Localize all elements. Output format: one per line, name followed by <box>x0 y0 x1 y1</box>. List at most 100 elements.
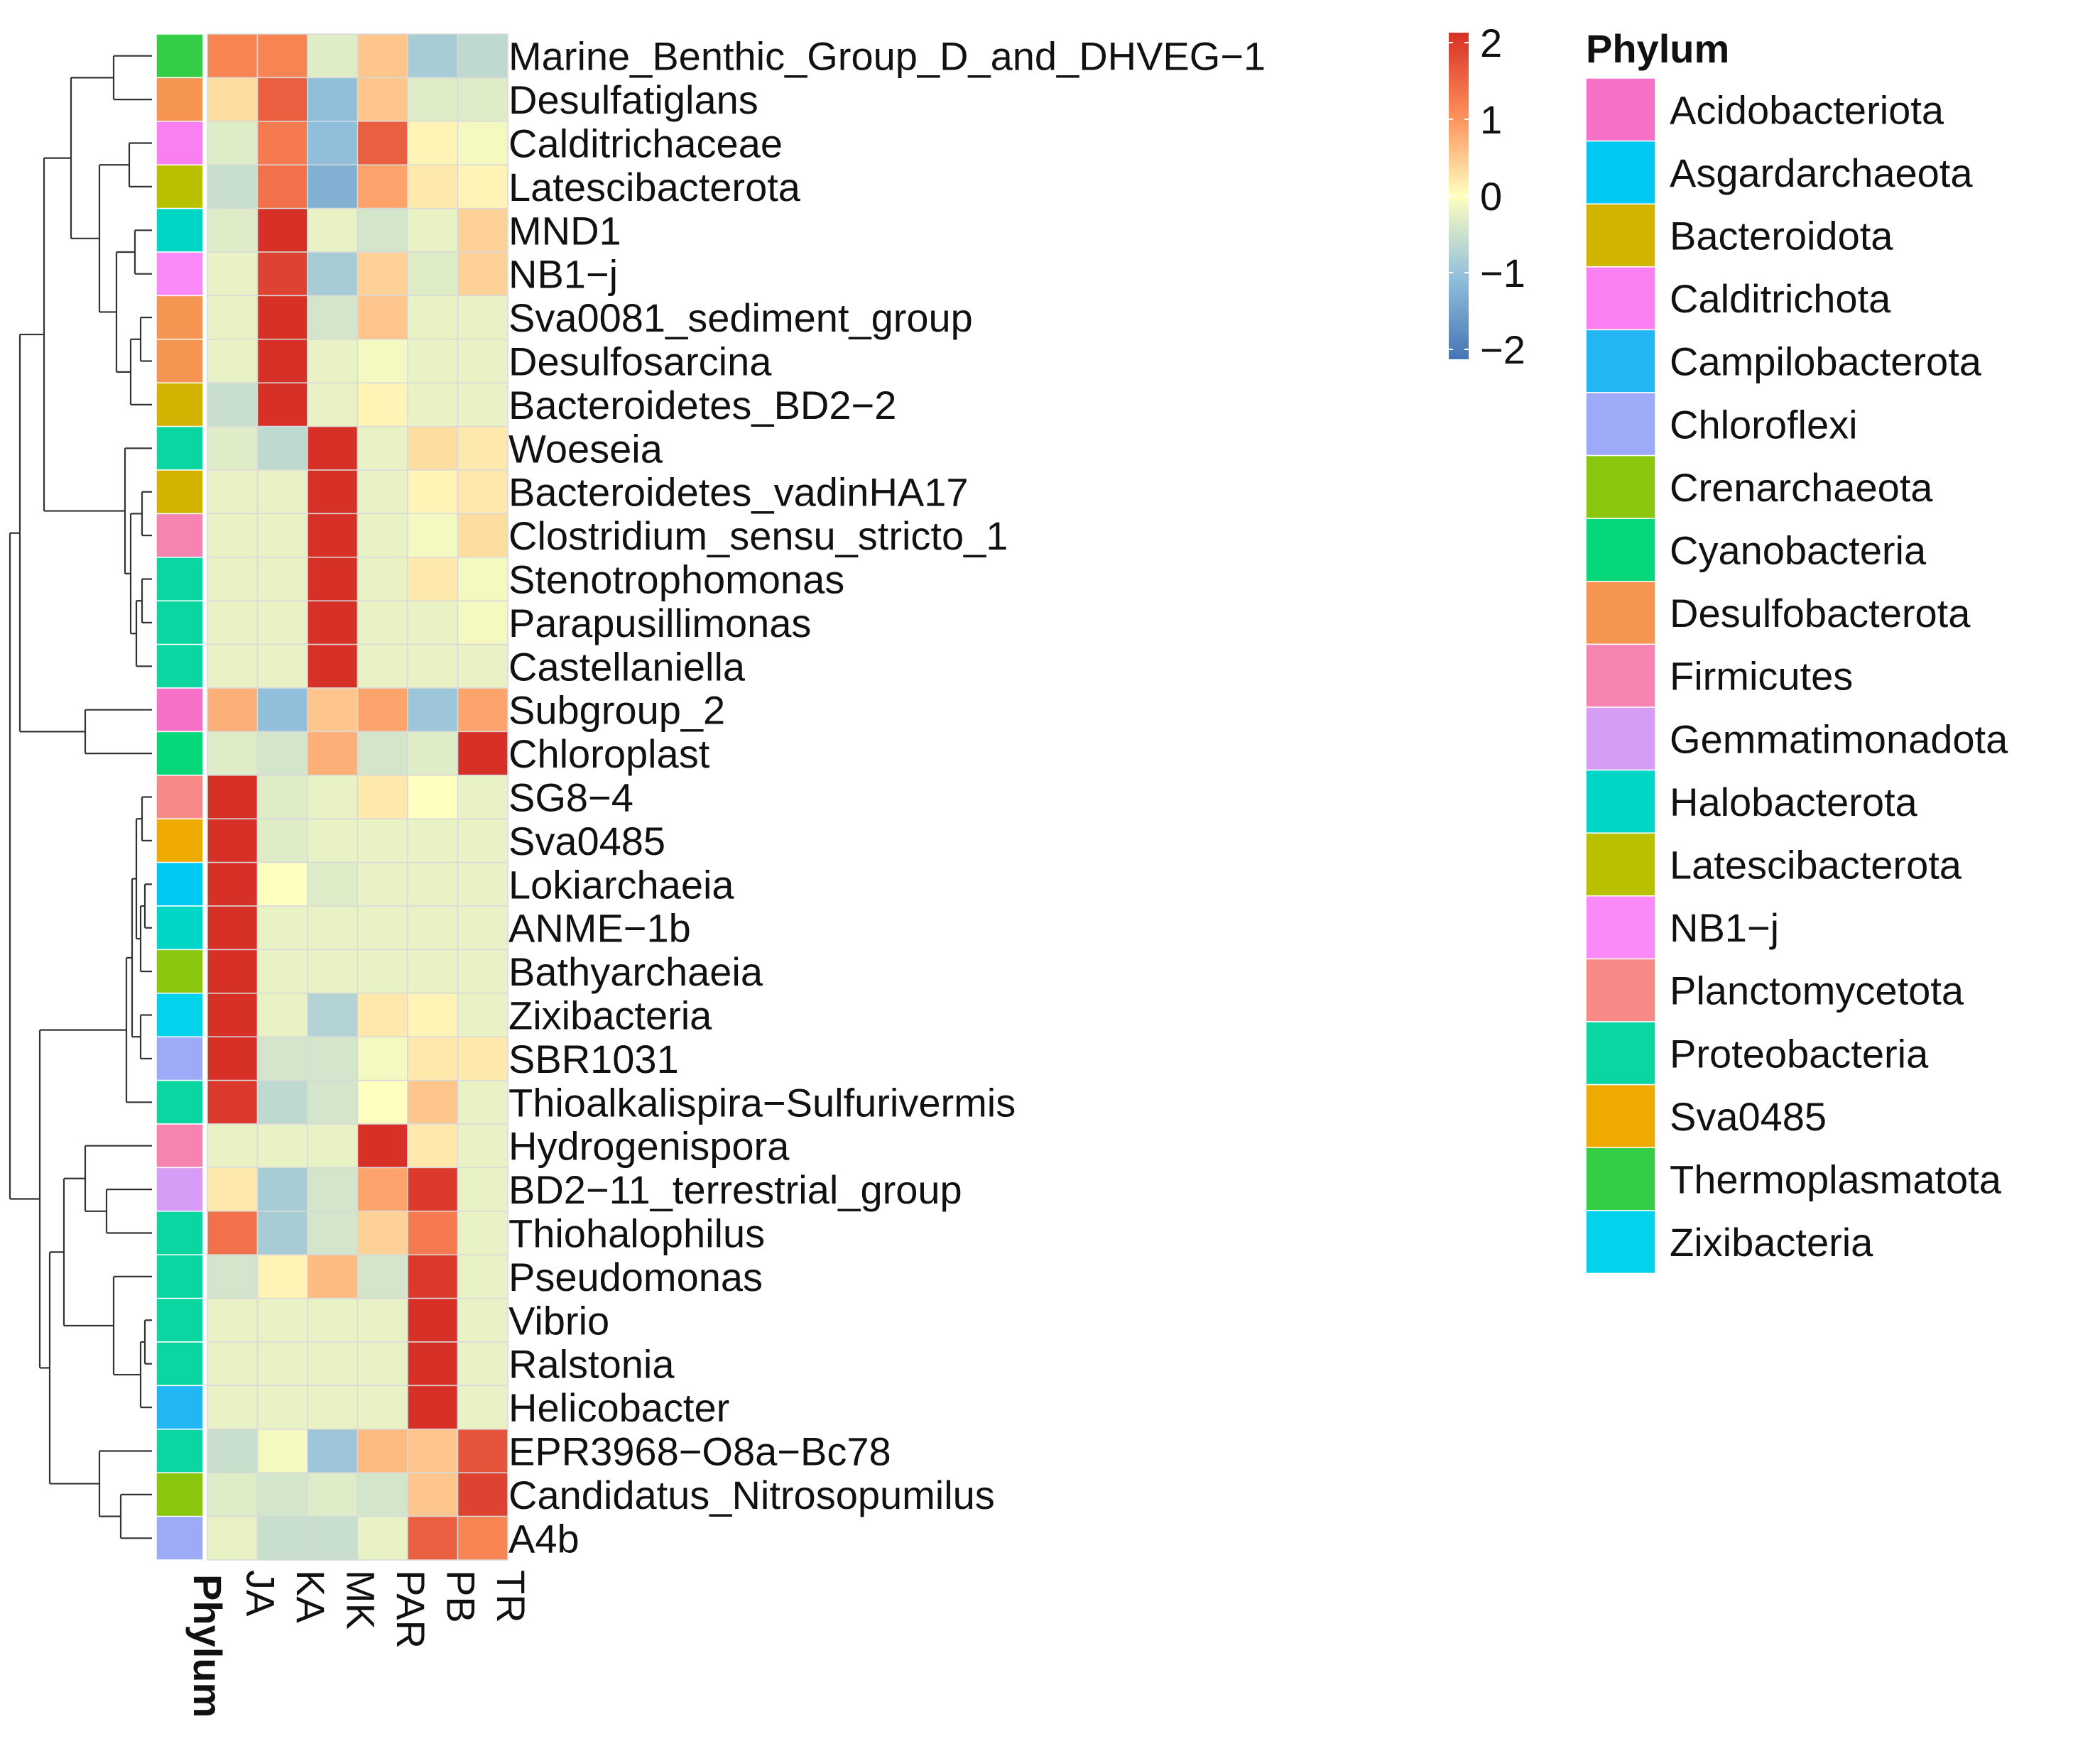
row-labels: Marine_Benthic_Group_D_and_DHVEG−1Desulf… <box>508 34 1266 1561</box>
row-label: Thiohalophilus <box>508 1211 765 1256</box>
heatmap-cell <box>207 251 259 297</box>
heatmap-cell <box>407 731 459 776</box>
annotation-cell <box>156 775 204 819</box>
heatmap-cell <box>457 731 508 776</box>
annotation-cell <box>156 1429 204 1473</box>
heatmap-cell <box>457 1211 508 1255</box>
heatmap-cell <box>307 557 359 601</box>
heatmap-cell <box>207 77 259 122</box>
heatmap-cell <box>256 861 308 907</box>
heatmap-cell <box>307 1036 359 1081</box>
heatmap-cell <box>357 1123 408 1169</box>
row-label: Sva0081_sediment_group <box>508 295 973 340</box>
heatmap-cell <box>307 339 359 383</box>
color-scale-label: −2 <box>1480 327 1525 372</box>
annotation-cell <box>156 643 204 689</box>
heatmap-cell <box>307 1297 359 1343</box>
heatmap-cell <box>307 1167 359 1212</box>
heatmap-cell <box>307 33 359 79</box>
heatmap-cell <box>256 1472 308 1517</box>
heatmap-cell <box>256 1254 308 1299</box>
heatmap-cell <box>207 339 259 383</box>
legend-label: Planctomycetota <box>1670 969 1964 1013</box>
heatmap-cell <box>207 861 259 907</box>
heatmap-cell <box>407 600 459 645</box>
heatmap-cell <box>307 1254 359 1299</box>
heatmap-cell <box>256 1211 308 1255</box>
legend-label: Cyanobacteria <box>1670 528 1927 573</box>
heatmap-cell <box>357 1385 408 1430</box>
legend-swatch <box>1585 1021 1656 1086</box>
legend-label: Latescibacterota <box>1670 843 1962 888</box>
heatmap-cell <box>457 643 508 689</box>
heatmap-cell <box>457 77 508 122</box>
heatmap-cell <box>357 1297 408 1343</box>
heatmap-cell <box>256 993 308 1037</box>
heatmap-cell <box>407 1036 459 1081</box>
row-label: Bacteroidetes_vadinHA17 <box>508 470 969 515</box>
heatmap-cell <box>357 295 408 340</box>
heatmap-cell <box>407 164 459 209</box>
legend-swatch <box>1585 581 1656 645</box>
heatmap-cell <box>307 1123 359 1169</box>
heatmap-cell <box>256 643 308 689</box>
heatmap-cell <box>256 687 308 733</box>
heatmap-cell <box>457 1341 508 1387</box>
legend-label: NB1−j <box>1670 905 1779 950</box>
row-label: Zixibacteria <box>508 993 712 1038</box>
heatmap-cell <box>207 469 259 515</box>
legend-swatch <box>1585 77 1656 142</box>
heatmap-cell <box>256 1167 308 1212</box>
legend-label: Calditrichota <box>1670 276 1891 321</box>
legend-label: Chloroflexi <box>1670 402 1858 447</box>
heatmap-cell <box>457 600 508 645</box>
annotation-cell <box>156 687 204 733</box>
heatmap-cell <box>457 425 508 471</box>
heatmap-cell <box>256 382 308 427</box>
heatmap-cell <box>256 1297 308 1343</box>
legend-swatch <box>1585 832 1656 897</box>
row-label: Desulfatiglans <box>508 77 758 122</box>
legend-swatch <box>1585 958 1656 1022</box>
row-label: Parapusillimonas <box>508 601 811 645</box>
row-label: Sva0485 <box>508 819 665 863</box>
legend-swatch <box>1585 706 1656 771</box>
heatmap-cell <box>357 600 408 645</box>
heatmap-cell <box>307 1472 359 1517</box>
heatmap-cell <box>307 993 359 1037</box>
heatmap-cell <box>357 861 408 907</box>
row-label: Desulfosarcina <box>508 339 772 384</box>
row-label: EPR3968−O8a−Bc78 <box>508 1429 891 1474</box>
heatmap-cell <box>207 1429 259 1473</box>
heatmap-cell <box>457 1254 508 1299</box>
heatmap-cell <box>407 861 459 907</box>
heatmap-cell <box>207 1515 259 1561</box>
heatmap-cell <box>207 1297 259 1343</box>
heatmap-cell <box>207 382 259 427</box>
heatmap-cell <box>407 295 459 340</box>
heatmap-cell <box>256 1515 308 1561</box>
heatmap-cell <box>457 557 508 601</box>
heatmap-cell <box>357 731 408 776</box>
heatmap-cell <box>256 33 308 79</box>
heatmap-cell <box>256 775 308 819</box>
heatmap-cell <box>256 295 308 340</box>
heatmap-cell <box>357 1254 408 1299</box>
heatmap-cell <box>357 1167 408 1212</box>
heatmap-cell <box>407 513 459 558</box>
legend-label: Asgardarchaeota <box>1670 151 1973 195</box>
heatmap-cell <box>457 818 508 863</box>
heatmap-cell <box>407 77 459 122</box>
heatmap-cell <box>457 905 508 951</box>
row-label: Thioalkalispira−Sulfurivermis <box>508 1080 1016 1125</box>
heatmap-cell <box>457 207 508 253</box>
heatmap-cell <box>256 1036 308 1081</box>
heatmap-cell <box>256 469 308 515</box>
heatmap-cell <box>207 643 259 689</box>
heatmap-cell <box>307 643 359 689</box>
row-label: A4b <box>508 1516 580 1561</box>
legend-swatch <box>1585 266 1656 331</box>
heatmap-cell <box>357 557 408 601</box>
heatmap-cell <box>256 1429 308 1473</box>
heatmap-cell <box>457 339 508 383</box>
